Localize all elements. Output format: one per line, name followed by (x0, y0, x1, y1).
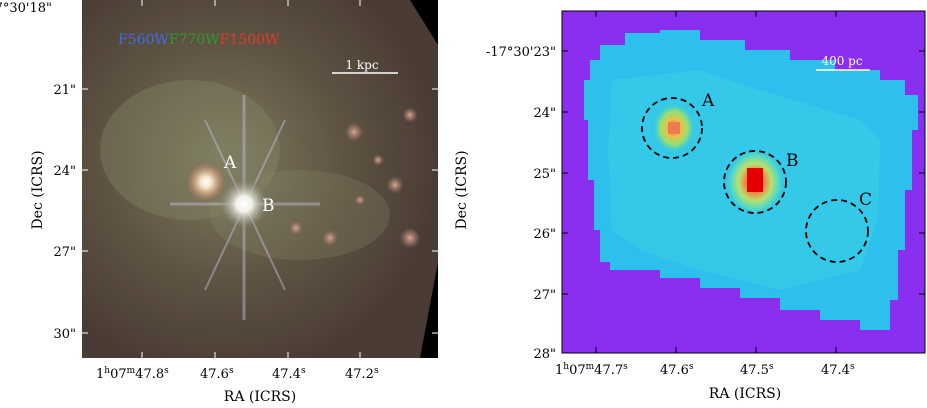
left-y-tick-labels: -17°30'18" 21" 24" 27" 30" (0, 1, 76, 342)
left-x-tick: 47.2s (345, 366, 379, 382)
left-y-tick: 21" (53, 83, 76, 98)
right-y-tick: 25" (533, 167, 556, 182)
aperture-c (805, 199, 869, 263)
aperture-label-a: A (701, 91, 715, 111)
emission-knot (399, 227, 421, 249)
left-scalebar-label: 1 kpc (345, 58, 378, 72)
left-y-tick: -17°30'18" (0, 1, 52, 16)
source-label-b: B (262, 196, 275, 216)
emission-knot (321, 229, 339, 247)
left-x-tick: 47.6s (200, 366, 234, 382)
right-x-tick: 47.4s (821, 362, 855, 378)
right-y-tick: 26" (533, 227, 556, 242)
source-label-a: A (223, 153, 237, 173)
right-x-tick-labels: 1h07m47.7s 47.6s 47.5s 47.4s (555, 362, 855, 378)
right-x-tick: 1h07m47.7s (555, 362, 628, 378)
right-x-tick: 47.6s (660, 362, 694, 378)
left-y-tick: 30" (53, 327, 76, 342)
right-y-tick: 24" (533, 106, 556, 121)
right-y-tick: 27" (533, 288, 556, 303)
aperture-a (641, 97, 703, 159)
source-b-glow (218, 178, 270, 230)
right-x-axis-label: RA (ICRS) (709, 386, 781, 402)
left-x-tick: 47.4s (272, 366, 306, 382)
left-frame-ticks (82, 0, 438, 358)
left-y-tick: 24" (53, 164, 76, 179)
emission-knot (402, 107, 418, 123)
aperture-label-c: C (859, 190, 872, 210)
left-image-field (82, 0, 438, 358)
aperture-b (723, 150, 787, 214)
left-x-tick-labels: 1h07m47.8s 47.6s 47.4s 47.2s (96, 366, 379, 382)
left-y-tick: 27" (53, 245, 76, 260)
emission-knot (288, 220, 304, 236)
right-scalebar-label: 400 pc (821, 54, 862, 68)
emission-knot (354, 194, 366, 206)
right-y-axis-label: Dec (ICRS) (454, 150, 470, 229)
left-panel: F560WF770WF1500W 1 kpc A B -17°30'18" 21… (0, 0, 438, 405)
left-x-axis-label: RA (ICRS) (224, 389, 296, 405)
right-panel-frame (561, 10, 926, 354)
right-panel: A B C 400 pc -17°30'23" 24" 25" 26" 27" (454, 10, 926, 402)
emission-knot (344, 122, 364, 142)
filter-label-f770w: F770W (169, 32, 220, 48)
left-x-tick: 1h07m47.8s (96, 366, 169, 382)
emission-peak-b-core (747, 168, 763, 192)
aperture-label-b: B (786, 151, 799, 171)
left-y-axis-label: Dec (ICRS) (30, 150, 46, 229)
filter-legend: F560WF770WF1500W (118, 32, 280, 48)
filter-label-f1500w: F1500W (220, 32, 280, 48)
source-a-glow (184, 160, 228, 204)
filter-label-f560w: F560W (118, 32, 169, 48)
right-y-tick-labels: -17°30'23" 24" 25" 26" 27" 28" (486, 45, 556, 362)
emission-knot (386, 176, 404, 194)
right-y-tick: -17°30'23" (486, 45, 556, 60)
emission-knot (372, 154, 384, 166)
right-y-tick: 28" (533, 347, 556, 362)
right-frame-ticks (562, 11, 925, 353)
emission-peak-a-core (668, 122, 680, 134)
right-x-tick: 47.5s (740, 362, 774, 378)
